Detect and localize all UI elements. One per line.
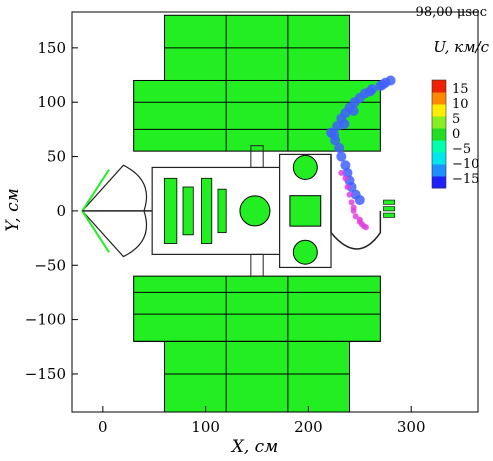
chamber-rod [182,186,194,236]
colorbar-tick-label: −15 [452,172,479,187]
colorbar-segment [432,152,446,165]
field-block [133,275,381,342]
field-blocks-layer [133,14,381,413]
y-tick-label: 0 [56,202,66,220]
small-bar [383,212,396,218]
y-tick-label: −50 [34,256,66,274]
small-bar [383,206,396,212]
plume-point-blue [336,151,347,162]
plume-layer [326,75,396,231]
plume-point-blue [334,142,345,153]
colorbar-segment [432,80,446,93]
wheel-bottom [292,239,318,265]
x-tick-label: 200 [294,418,323,436]
plume-point-blue [365,86,376,97]
plume-point-blue [339,118,350,129]
y-tick-label: −150 [25,365,66,383]
x-axis-title: X, см [230,437,279,457]
y-tick-label: 150 [37,39,66,57]
plume-point-magenta [338,169,345,176]
chamber-rod [201,177,213,244]
x-tick-label: 0 [98,418,108,436]
plume-point-blue [354,195,365,206]
colorbar-tick-label: 0 [452,127,460,142]
x-tick-label: 300 [397,418,426,436]
grid-disk [239,195,271,227]
upper-stem [250,145,264,168]
wheel-top [292,154,318,180]
colorbar-segment [432,128,446,141]
plume-point-blue [385,75,396,86]
u-shape [330,154,382,250]
colorbar-segment [432,140,446,153]
device-outline-layer [81,145,396,277]
colorbar-tick-label: 15 [452,82,469,97]
colorbar-segment [432,116,446,129]
center-square [289,195,322,227]
y-tick-label: −100 [25,311,66,329]
y-axis-title: Y, см [3,188,23,231]
colorbar-tick-label: −10 [452,157,479,172]
plume-point-magenta [350,204,357,211]
colorbar-segment [432,176,446,189]
plume-point-blue [377,79,388,90]
x-tick-label: 100 [191,418,220,436]
small-bar [383,199,396,205]
plume-point-blue [340,160,351,171]
plume-point-blue [329,129,340,140]
chamber-rod [217,188,227,234]
colorbar-tick-label: 10 [452,97,469,112]
y-tick-label: 50 [47,148,66,166]
plume-point-magenta [358,220,365,227]
time-label: 98,00 μsec [416,5,487,20]
colorbar-segment [432,92,446,105]
plume-point-magenta [344,184,351,190]
colorbar-segment [432,104,446,117]
colorbar-title: U, км/с [433,38,489,56]
plume-point-magenta [352,213,359,220]
y-tick-label: 100 [37,93,66,111]
plume-point-blue [348,105,359,116]
lower-stem [250,253,264,277]
colorbar-segment [432,164,446,177]
plume-point-magenta [342,175,349,182]
plume-point-magenta [348,199,355,206]
chamber-rod [164,177,178,244]
plume-point-magenta [362,224,369,231]
colorbar-tick-label: −5 [452,142,471,157]
plume-point-magenta [346,191,353,198]
left-dish-green-rods [81,169,110,253]
colorbar-tick-label: 5 [452,112,460,127]
colorbar-frame [431,79,447,189]
plot-frame [71,11,479,413]
